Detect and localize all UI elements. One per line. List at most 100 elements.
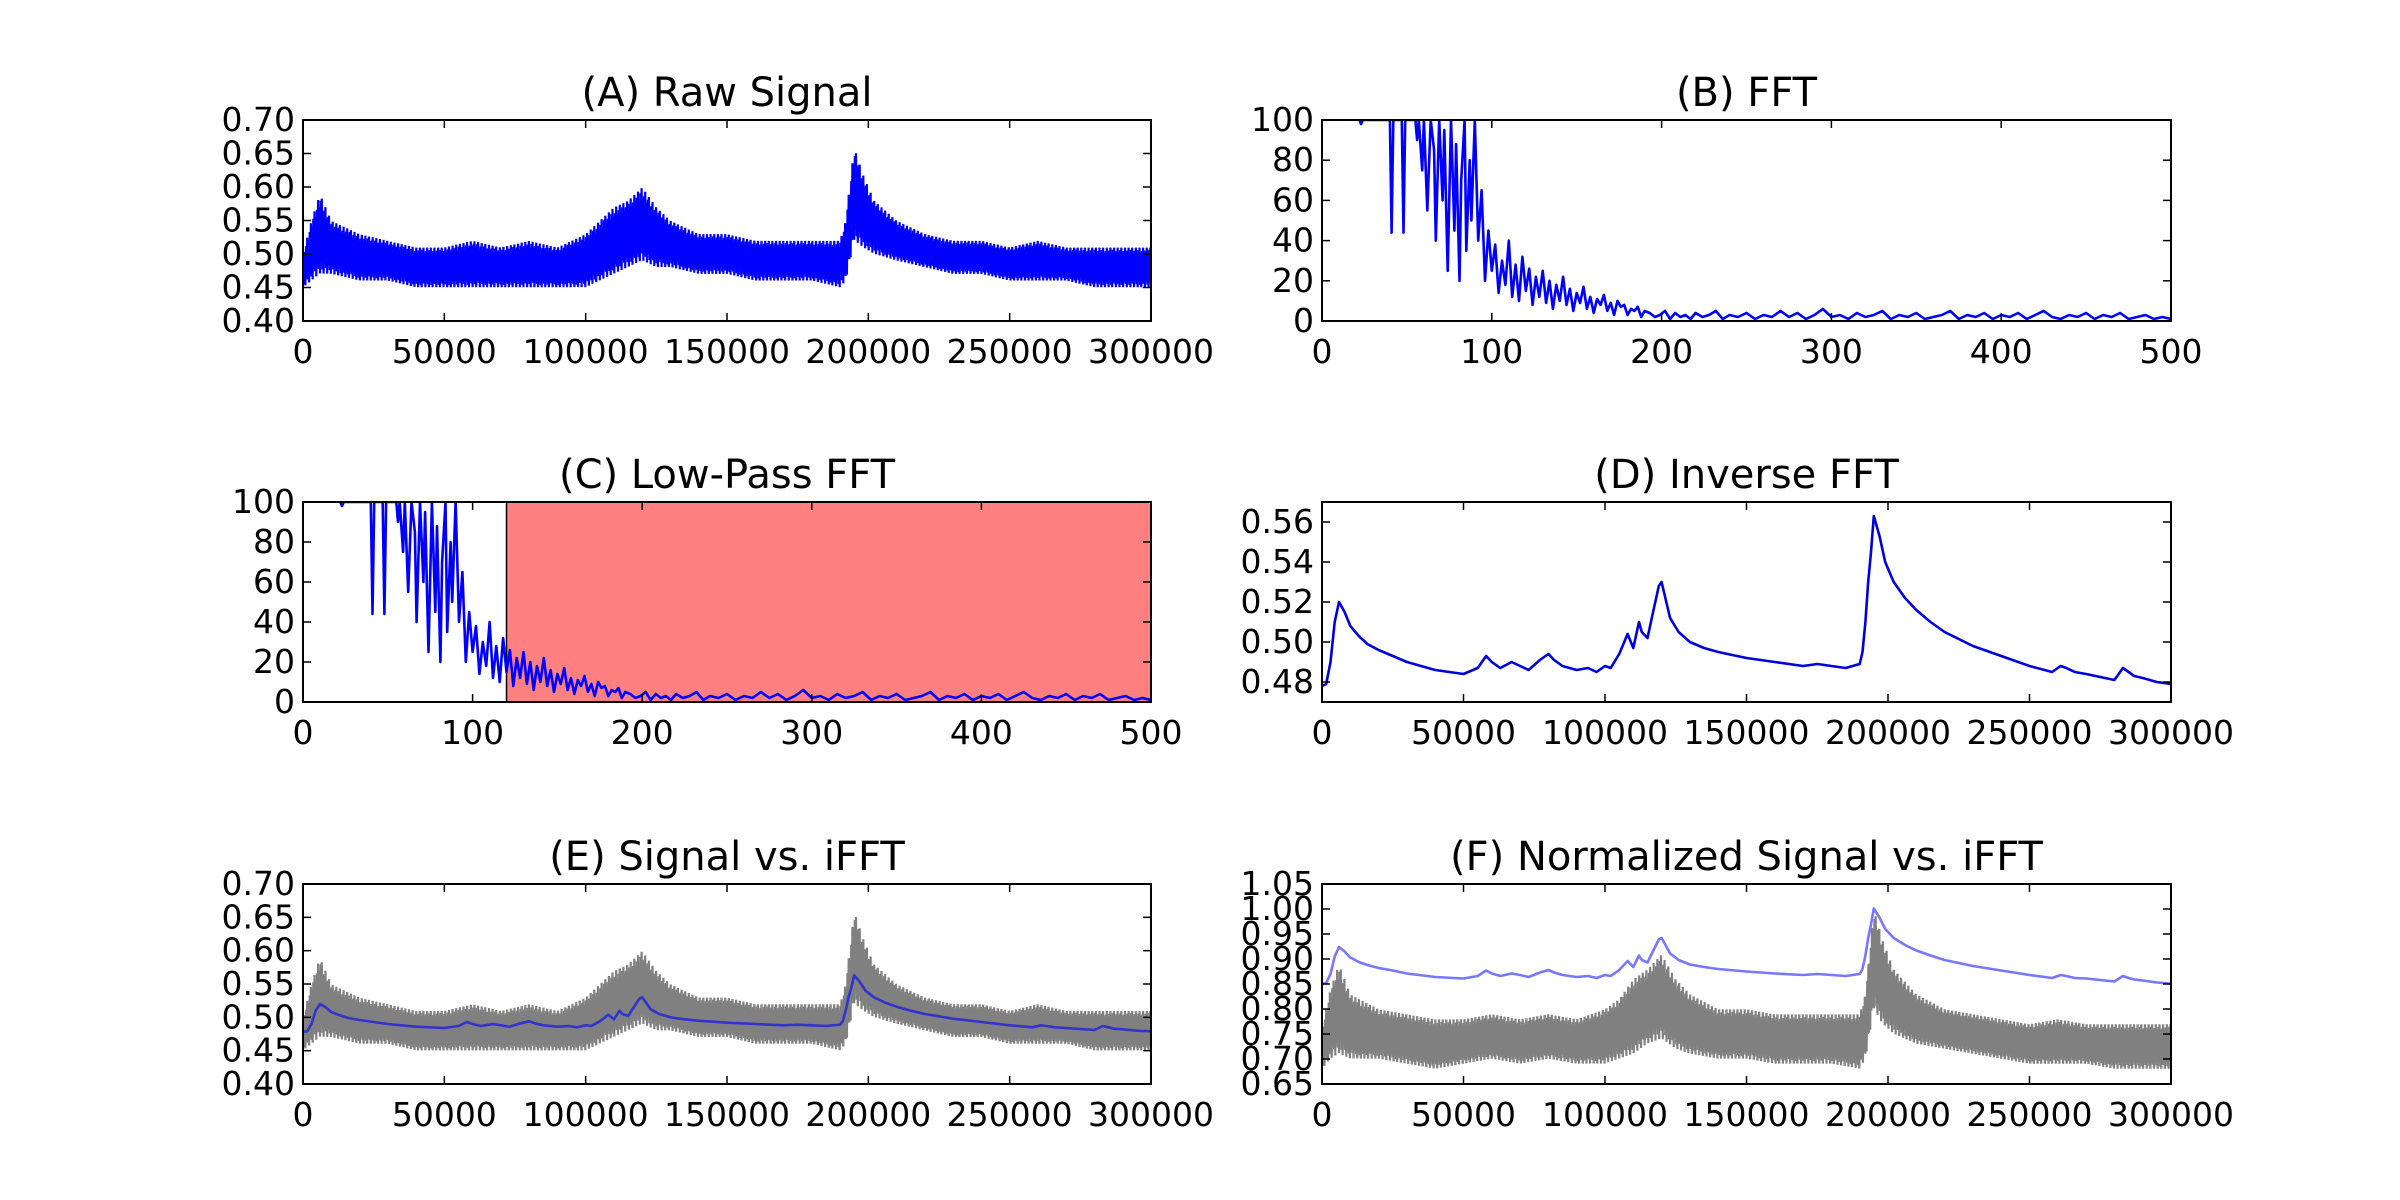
- y-tick-label: 0.70: [1241, 1039, 1314, 1078]
- y-tick-label: 0: [274, 682, 295, 721]
- y-tick-label: 20: [253, 642, 295, 681]
- x-tick-label: 500: [1120, 713, 1183, 752]
- x-tick-label: 0: [1312, 1095, 1333, 1134]
- x-tick-label: 250000: [1967, 1095, 2093, 1134]
- y-tick-label: 0.65: [222, 134, 295, 173]
- y-tick-label: 0.52: [1241, 582, 1314, 621]
- axes-frame: [302, 883, 1152, 1085]
- x-tick-label: 300: [780, 713, 843, 752]
- series-f-0-line: [1322, 916, 2171, 1069]
- panel-title: (E) Signal vs. iFFT: [549, 834, 905, 880]
- y-tick-label: 0.70: [222, 100, 295, 139]
- y-tick-label: 40: [1272, 221, 1314, 260]
- y-tick-label: 0.65: [1241, 1064, 1314, 1103]
- x-tick-label: 300000: [2108, 713, 2234, 752]
- y-tick-label: 0.55: [222, 201, 295, 240]
- x-tick-label: 0: [293, 332, 314, 371]
- plot-area: [1322, 514, 2171, 688]
- x-tick-label: 150000: [1684, 1095, 1810, 1134]
- panel-title: (A) Raw Signal: [581, 70, 872, 116]
- y-tick-label: 40: [253, 602, 295, 641]
- plot-area: [303, 153, 1151, 288]
- y-tick-label: 60: [253, 562, 295, 601]
- y-tick-label: 20: [1272, 261, 1314, 300]
- x-tick-label: 500: [2140, 332, 2203, 371]
- y-tick-label: 1.05: [1241, 864, 1314, 903]
- x-tick-label: 250000: [947, 1095, 1073, 1134]
- y-tick-label: 0.85: [1241, 964, 1314, 1003]
- x-tick-label: 300000: [1088, 332, 1214, 371]
- x-tick-label: 200: [611, 713, 674, 752]
- panel-a: 0 50000 100000 150000 200000 250000 300000 0.40…: [222, 70, 1214, 371]
- y-tick-label: 1.00: [1241, 889, 1314, 928]
- y-tick-label: 0.56: [1241, 502, 1314, 541]
- series-a-0-line: [303, 153, 1151, 288]
- x-tick-label: 150000: [664, 332, 790, 371]
- x-tick-label: 150000: [1684, 713, 1810, 752]
- y-tick-label: 0.75: [1241, 1014, 1314, 1053]
- plot-area: [303, 916, 1151, 1051]
- y-tick-label: 80: [1272, 140, 1314, 179]
- y-tick-label: 0: [1293, 301, 1314, 340]
- panel-title: (C) Low-Pass FFT: [559, 452, 896, 498]
- x-tick-label: 400: [950, 713, 1013, 752]
- y-tick-label: 0.54: [1241, 542, 1314, 581]
- panel-title: (D) Inverse FFT: [1594, 452, 1899, 498]
- x-tick-label: 200000: [1825, 713, 1951, 752]
- y-tick-label: 0.70: [222, 864, 295, 903]
- stopband-region: [506, 502, 1151, 702]
- x-tick-label: 0: [293, 713, 314, 752]
- y-tick-label: 0.45: [222, 1031, 295, 1070]
- y-tick-label: 0.60: [222, 167, 295, 206]
- y-tick-label: 0.48: [1241, 662, 1314, 701]
- y-tick-label: 0.40: [222, 1064, 295, 1103]
- y-tick-label: 0.60: [222, 931, 295, 970]
- plot-area: [339, 502, 1151, 702]
- x-tick-label: 100000: [1542, 1095, 1668, 1134]
- axes-frame: [302, 501, 1152, 703]
- y-tick-label: 100: [1251, 100, 1314, 139]
- panel-d: 0 50000 100000 150000 200000 250000 300000 0.48…: [1241, 452, 2234, 752]
- panel-e: 0 50000 100000 150000 200000 250000 300000 0.40…: [222, 834, 1214, 1134]
- series-e-0-line: [303, 916, 1151, 1051]
- y-tick-label: 0.50: [222, 234, 295, 273]
- series-d-0-line: [1322, 514, 2171, 688]
- x-tick-label: 300000: [1088, 1095, 1214, 1134]
- series-f-1-line: [1322, 907, 2171, 986]
- x-tick-label: 50000: [1411, 1095, 1516, 1134]
- plot-area: [1322, 907, 2171, 1069]
- x-tick-label: 300: [1800, 332, 1863, 371]
- y-tick-label: 0.40: [222, 301, 295, 340]
- x-tick-label: 200000: [805, 332, 931, 371]
- y-tick-label: 0.55: [222, 964, 295, 1003]
- panel-f: 0 50000 100000 150000 200000 250000 300000 0.65…: [1241, 834, 2234, 1134]
- panel-title: (B) FFT: [1676, 70, 1818, 116]
- plot-area: [1358, 120, 2171, 321]
- x-tick-label: 250000: [1967, 713, 2093, 752]
- y-tick-label: 80: [253, 522, 295, 561]
- x-tick-label: 400: [1970, 332, 2033, 371]
- x-tick-label: 50000: [1411, 713, 1516, 752]
- axes-frame: [1321, 119, 2172, 322]
- series-e-1-line: [303, 974, 1151, 1034]
- y-tick-label: 0.95: [1241, 914, 1314, 953]
- x-tick-label: 100000: [523, 1095, 649, 1134]
- x-tick-label: 200000: [805, 1095, 931, 1134]
- x-tick-label: 300000: [2108, 1095, 2234, 1134]
- y-tick-label: 0.65: [222, 897, 295, 936]
- y-tick-label: 0.80: [1241, 989, 1314, 1028]
- panel-title: (F) Normalized Signal vs. iFFT: [1450, 834, 2043, 880]
- x-tick-label: 0: [1312, 713, 1333, 752]
- x-tick-label: 100: [441, 713, 504, 752]
- y-tick-label: 0.50: [1241, 622, 1314, 661]
- y-tick-label: 0.45: [222, 268, 295, 307]
- x-tick-label: 100000: [523, 332, 649, 371]
- x-tick-label: 250000: [947, 332, 1073, 371]
- y-tick-label: 100: [232, 482, 295, 521]
- y-tick-label: 0.50: [222, 997, 295, 1036]
- x-tick-label: 200000: [1825, 1095, 1951, 1134]
- x-tick-label: 50000: [392, 332, 497, 371]
